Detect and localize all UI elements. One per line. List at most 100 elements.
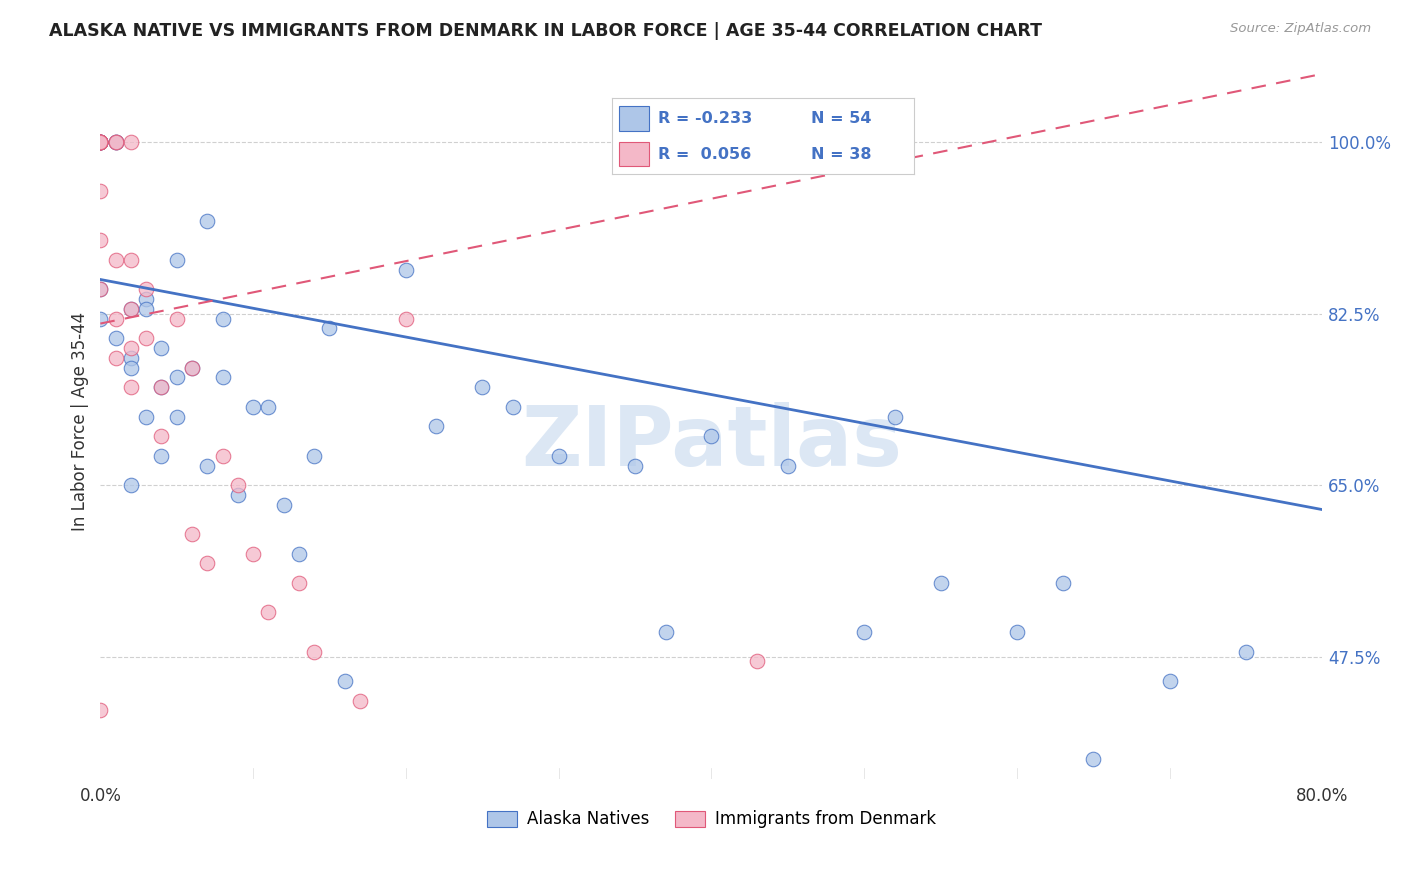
- Point: [181, 360, 204, 375]
- Point: [89, 136, 111, 150]
- Point: [104, 311, 127, 326]
- Point: [89, 136, 111, 150]
- Point: [104, 252, 127, 267]
- Point: [120, 341, 142, 355]
- Point: [395, 311, 418, 326]
- Point: [120, 301, 142, 316]
- Point: [333, 673, 356, 688]
- Point: [302, 645, 325, 659]
- Point: [425, 419, 447, 434]
- Point: [120, 360, 142, 375]
- Point: [273, 498, 295, 512]
- Point: [120, 136, 142, 150]
- Point: [624, 458, 647, 473]
- Point: [181, 360, 204, 375]
- Point: [211, 449, 233, 463]
- Point: [150, 449, 173, 463]
- Point: [288, 576, 311, 591]
- Point: [242, 400, 264, 414]
- Point: [150, 429, 173, 443]
- Point: [181, 527, 204, 541]
- Point: [288, 547, 311, 561]
- Point: [89, 311, 111, 326]
- Point: [150, 380, 173, 394]
- Point: [654, 625, 676, 640]
- Point: [89, 136, 111, 150]
- FancyBboxPatch shape: [619, 142, 650, 166]
- Point: [89, 136, 111, 150]
- Point: [195, 557, 218, 571]
- Point: [257, 400, 280, 414]
- Point: [120, 478, 142, 492]
- Point: [104, 136, 127, 150]
- Point: [89, 136, 111, 150]
- Point: [195, 458, 218, 473]
- Point: [166, 252, 188, 267]
- Point: [929, 576, 952, 591]
- Point: [395, 262, 418, 277]
- Point: [166, 370, 188, 384]
- Point: [776, 458, 799, 473]
- Point: [302, 449, 325, 463]
- Point: [120, 252, 142, 267]
- Text: Source: ZipAtlas.com: Source: ZipAtlas.com: [1230, 22, 1371, 36]
- Point: [104, 136, 127, 150]
- Point: [1234, 645, 1257, 659]
- Point: [89, 185, 111, 199]
- Point: [89, 136, 111, 150]
- Point: [211, 370, 233, 384]
- Point: [471, 380, 494, 394]
- Point: [89, 136, 111, 150]
- Point: [89, 233, 111, 247]
- Point: [1159, 673, 1181, 688]
- Point: [104, 331, 127, 345]
- Point: [883, 409, 905, 424]
- Point: [104, 136, 127, 150]
- Point: [89, 703, 111, 717]
- Point: [195, 213, 218, 227]
- Point: [89, 136, 111, 150]
- Point: [257, 606, 280, 620]
- Y-axis label: In Labor Force | Age 35-44: In Labor Force | Age 35-44: [72, 312, 89, 531]
- Point: [150, 380, 173, 394]
- Point: [502, 400, 524, 414]
- Point: [135, 301, 157, 316]
- Point: [89, 136, 111, 150]
- Point: [104, 351, 127, 365]
- Point: [547, 449, 569, 463]
- Point: [226, 478, 249, 492]
- Point: [120, 301, 142, 316]
- Text: ZIPatlas: ZIPatlas: [520, 402, 901, 483]
- Point: [89, 282, 111, 296]
- Point: [89, 136, 111, 150]
- Point: [211, 311, 233, 326]
- Point: [1083, 752, 1105, 766]
- Point: [150, 341, 173, 355]
- Point: [318, 321, 340, 335]
- Point: [120, 351, 142, 365]
- FancyBboxPatch shape: [619, 106, 650, 131]
- Point: [1052, 576, 1074, 591]
- Legend: Alaska Natives, Immigrants from Denmark: Alaska Natives, Immigrants from Denmark: [481, 804, 942, 835]
- Point: [349, 693, 371, 707]
- Point: [104, 136, 127, 150]
- Point: [135, 292, 157, 306]
- Point: [89, 136, 111, 150]
- Point: [747, 654, 769, 668]
- Point: [135, 409, 157, 424]
- Point: [89, 136, 111, 150]
- Point: [853, 625, 876, 640]
- Point: [166, 409, 188, 424]
- Point: [166, 311, 188, 326]
- Text: ALASKA NATIVE VS IMMIGRANTS FROM DENMARK IN LABOR FORCE | AGE 35-44 CORRELATION : ALASKA NATIVE VS IMMIGRANTS FROM DENMARK…: [49, 22, 1042, 40]
- Text: R = -0.233: R = -0.233: [658, 112, 752, 126]
- Point: [700, 429, 723, 443]
- Text: R =  0.056: R = 0.056: [658, 146, 752, 161]
- Text: N = 38: N = 38: [811, 146, 872, 161]
- Point: [120, 380, 142, 394]
- Point: [1005, 625, 1028, 640]
- Text: N = 54: N = 54: [811, 112, 872, 126]
- Point: [135, 282, 157, 296]
- Point: [226, 488, 249, 502]
- Point: [89, 282, 111, 296]
